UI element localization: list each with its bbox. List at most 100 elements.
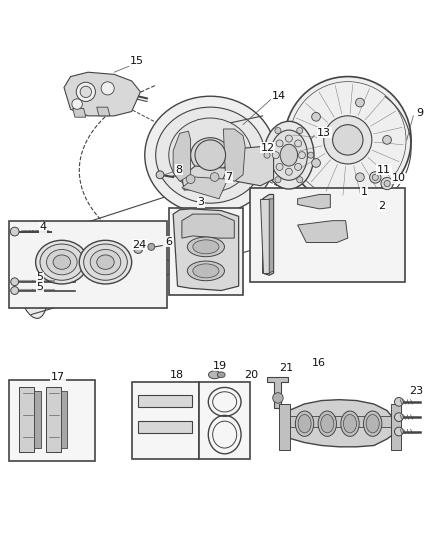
- Circle shape: [297, 127, 303, 134]
- Text: 6: 6: [166, 237, 173, 247]
- Polygon shape: [297, 221, 348, 243]
- Polygon shape: [228, 147, 274, 185]
- Circle shape: [332, 125, 363, 155]
- Text: 14: 14: [272, 91, 286, 101]
- Ellipse shape: [79, 240, 132, 284]
- Polygon shape: [73, 108, 86, 117]
- Circle shape: [286, 135, 292, 142]
- Ellipse shape: [40, 244, 84, 280]
- Circle shape: [72, 99, 82, 109]
- Text: 24: 24: [133, 240, 147, 249]
- Polygon shape: [250, 188, 405, 282]
- Text: 4: 4: [39, 222, 46, 232]
- Circle shape: [383, 135, 392, 144]
- Circle shape: [80, 86, 92, 98]
- Circle shape: [276, 140, 283, 147]
- Ellipse shape: [280, 144, 297, 166]
- Circle shape: [148, 244, 155, 251]
- Polygon shape: [283, 400, 396, 447]
- Polygon shape: [263, 195, 274, 275]
- Polygon shape: [269, 199, 274, 273]
- Ellipse shape: [193, 264, 219, 278]
- Circle shape: [264, 152, 270, 158]
- Text: 19: 19: [213, 361, 227, 370]
- Ellipse shape: [318, 411, 336, 437]
- Ellipse shape: [341, 411, 359, 437]
- Ellipse shape: [270, 130, 307, 180]
- Circle shape: [286, 168, 292, 175]
- Polygon shape: [138, 395, 192, 407]
- Circle shape: [275, 176, 281, 183]
- Text: 11: 11: [377, 165, 391, 175]
- Circle shape: [384, 181, 390, 187]
- Text: 7: 7: [226, 172, 233, 182]
- Circle shape: [356, 173, 364, 182]
- Circle shape: [295, 164, 302, 171]
- Text: 18: 18: [170, 370, 184, 380]
- Ellipse shape: [46, 249, 77, 275]
- Polygon shape: [297, 195, 330, 209]
- Polygon shape: [285, 416, 394, 427]
- Text: 12: 12: [261, 143, 275, 153]
- Text: 21: 21: [279, 363, 293, 373]
- Circle shape: [134, 245, 143, 253]
- Circle shape: [76, 82, 95, 101]
- Circle shape: [276, 164, 283, 171]
- Circle shape: [381, 177, 393, 190]
- Circle shape: [372, 174, 378, 181]
- Circle shape: [370, 172, 381, 183]
- Circle shape: [186, 175, 195, 183]
- Polygon shape: [182, 177, 228, 199]
- Text: 16: 16: [311, 358, 325, 368]
- Ellipse shape: [97, 255, 114, 269]
- Polygon shape: [97, 107, 110, 116]
- Text: 10: 10: [392, 173, 406, 183]
- Ellipse shape: [35, 240, 88, 284]
- Polygon shape: [173, 209, 239, 290]
- Text: 15: 15: [130, 56, 144, 66]
- Circle shape: [395, 427, 403, 436]
- Ellipse shape: [90, 249, 121, 275]
- Circle shape: [195, 140, 226, 171]
- Circle shape: [324, 116, 372, 164]
- Circle shape: [156, 171, 164, 179]
- Circle shape: [285, 77, 411, 203]
- Ellipse shape: [264, 122, 314, 189]
- Text: 1: 1: [361, 187, 368, 197]
- Ellipse shape: [343, 415, 357, 433]
- Ellipse shape: [364, 411, 382, 437]
- Bar: [199, 382, 250, 458]
- Circle shape: [297, 176, 303, 183]
- Polygon shape: [34, 391, 41, 448]
- Ellipse shape: [84, 244, 127, 280]
- Circle shape: [395, 413, 403, 422]
- Text: 23: 23: [409, 386, 423, 396]
- Text: 13: 13: [317, 128, 331, 138]
- Text: 17: 17: [51, 372, 65, 382]
- Circle shape: [395, 398, 403, 406]
- Text: 2: 2: [378, 201, 385, 211]
- Bar: [10, 380, 95, 461]
- Ellipse shape: [193, 240, 219, 254]
- Ellipse shape: [217, 372, 225, 377]
- Ellipse shape: [187, 237, 224, 257]
- Polygon shape: [169, 207, 243, 295]
- Ellipse shape: [15, 241, 48, 318]
- Polygon shape: [182, 214, 234, 238]
- Polygon shape: [391, 404, 401, 450]
- Polygon shape: [279, 404, 290, 450]
- Ellipse shape: [295, 411, 314, 437]
- Circle shape: [101, 82, 114, 95]
- Circle shape: [356, 98, 364, 107]
- Polygon shape: [10, 221, 166, 308]
- Polygon shape: [261, 199, 269, 273]
- Text: 3: 3: [197, 197, 204, 207]
- Ellipse shape: [145, 96, 276, 214]
- Polygon shape: [60, 391, 67, 448]
- Ellipse shape: [155, 107, 265, 203]
- Circle shape: [210, 173, 219, 181]
- Circle shape: [295, 140, 302, 147]
- Circle shape: [11, 287, 18, 294]
- Circle shape: [273, 393, 283, 403]
- Ellipse shape: [169, 118, 252, 192]
